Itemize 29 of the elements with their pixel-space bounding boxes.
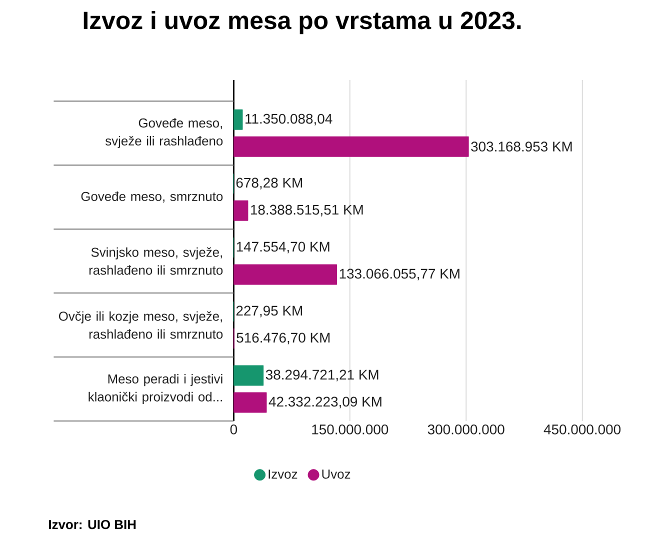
y-tick-label: Meso peradi i jestivi klaonički proizvodi od... — [88, 374, 222, 404]
y-tick-label: Svinjsko meso, svježe, rashlađeno ili smrznuto — [89, 247, 223, 275]
x-tick-label: 150.000.000 — [312, 424, 388, 434]
data-label: 42.332.223,09 KM — [268, 396, 382, 408]
data-label: 147.554,70 KM — [236, 242, 330, 254]
x-tick-label: 0 — [230, 424, 238, 434]
text: Izvor: UIO BIH — [49, 520, 136, 530]
bar — [233, 392, 267, 413]
x-tick-label: 300.000.000 — [428, 424, 504, 434]
bar — [233, 365, 264, 386]
bar — [233, 264, 338, 285]
bar — [233, 200, 248, 221]
data-label: 133.066.055,77 KM — [340, 268, 460, 280]
data-label: 11.350.088,04 — [246, 114, 332, 126]
data-label: 516.476,70 KM — [236, 332, 330, 344]
y-tick-label: Goveđe meso, svježe ili rashlađeno — [105, 118, 223, 148]
legend-label: Izvoz — [268, 470, 298, 479]
legend-label: Uvoz — [322, 470, 350, 479]
chart-title: Izvoz i uvoz mesa po vrstama u 2023. — [84, 10, 521, 34]
y-tick-label: Ovčje ili kozje meso, svježe, rashlađeno ili smrznuto — [58, 311, 223, 339]
data-label: 38.294.721,21 KM — [266, 370, 378, 382]
x-tick-label: 450.000.000 — [544, 424, 621, 434]
data-label: 227,95 KM — [236, 306, 302, 318]
data-label: 678,28 KM — [236, 178, 302, 190]
y-tick-label: Goveđe meso, smrznuto — [81, 192, 223, 203]
bar — [233, 136, 469, 157]
data-label: 18.388.515,51 KM — [251, 204, 363, 216]
bar — [233, 109, 243, 130]
data-label: 303.168.953 KM — [471, 142, 572, 152]
